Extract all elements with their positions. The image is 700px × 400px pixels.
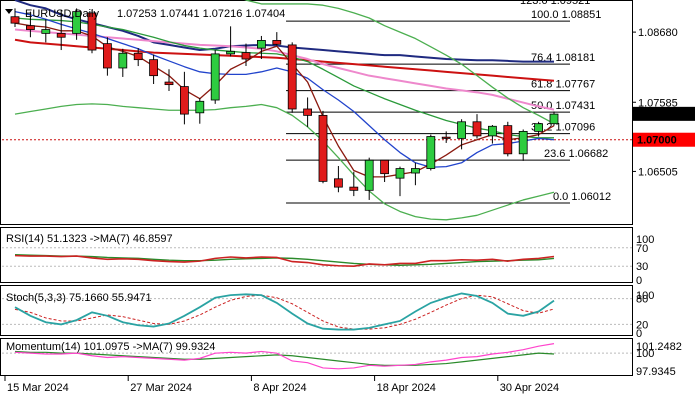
bullish-candle [195, 100, 205, 114]
rsi-ma-line [14, 254, 555, 266]
indicator-tick-label: 0 [636, 328, 642, 340]
date-axis: 15 Mar 2024 27 Mar 2024 8 Apr 2024 18 Apr 2… [4, 376, 559, 394]
rsi-panel-frame [0, 227, 633, 283]
bearish-candle [103, 43, 112, 69]
current-price-label: 1.07404 [637, 109, 678, 121]
price-tick-label: 1.07585 [638, 97, 678, 109]
date-tick-label: 8 Apr 2024 [253, 382, 306, 394]
rsi-title: RSI(14) 51.1323 ->MA(7) 46.8597 [6, 233, 173, 245]
level-price-box [633, 132, 695, 147]
momentum-ma-line [14, 350, 555, 366]
bullish-candle [226, 50, 236, 55]
indicator-tick-label: 100 [636, 290, 654, 302]
bearish-candle [472, 121, 482, 137]
indicator-tick-label: 0 [636, 275, 642, 287]
candlesticks [10, 8, 559, 200]
price-tick-label: 1.06505 [638, 166, 678, 178]
bearish-candle [164, 81, 174, 86]
rsi-line [14, 254, 555, 268]
indicator-tick-label: 100 [636, 348, 654, 360]
bearish-candle [272, 40, 282, 45]
bearish-candle [349, 186, 359, 191]
bearish-candle [133, 52, 143, 61]
date-tick-label: 18 Apr 2024 [377, 382, 436, 394]
momentum-panel-frame [0, 338, 633, 376]
symbol-label: EURUSD,Daily [25, 8, 99, 20]
blue_ma-line [14, 10, 555, 168]
bearish-candle [503, 125, 513, 155]
moving-average-lines [14, 0, 555, 221]
date-tick-label: 15 Mar 2024 [7, 382, 69, 394]
bearish-candle [10, 16, 20, 24]
indicator-tick-label: 97.9345 [636, 366, 676, 378]
bearish-candle [179, 86, 189, 115]
bearish-candle [287, 44, 297, 110]
momentum-title: Momentum(14) 101.0975 ->MA(7) 99.9324 [6, 341, 215, 353]
stoch-title: Stoch(5,3,3) 75.1660 55.9471 [6, 292, 152, 304]
bullish-candle [118, 52, 128, 69]
indicator-tick-label: 80 [636, 294, 648, 306]
bb-line [14, 103, 555, 221]
bearish-candle [380, 159, 390, 175]
stoch-main-line [14, 292, 555, 331]
price-panel-frame [0, 0, 633, 225]
fib-level-label: 23.6 1.06682 [544, 148, 608, 160]
bearish-candle [318, 114, 328, 182]
bullish-candle [364, 159, 374, 191]
collapse-arrow-icon[interactable] [5, 9, 13, 14]
fib-level-label: 0.0 1.06012 [553, 191, 611, 203]
bullish-candle [41, 29, 51, 34]
ohlc-values: 1.07253 1.07441 1.07216 1.07404 [117, 8, 285, 20]
bullish-candle [487, 125, 497, 137]
date-tick-label: 27 Mar 2024 [130, 382, 192, 394]
bearish-candle [149, 59, 159, 77]
bullish-candle [72, 11, 81, 34]
bullish-candle [534, 123, 543, 132]
bullish-candle [210, 53, 220, 101]
price-tick-label: 1.08680 [638, 27, 678, 39]
indicator-tick-label: 101.2482 [636, 341, 682, 353]
date-tick-label: 30 Apr 2024 [500, 382, 559, 394]
current-price-box [633, 106, 695, 121]
level-price-label: 1.07000 [637, 135, 677, 147]
bearish-candle [303, 108, 313, 116]
fib-level-label: 123.6 1.09521 [520, 0, 590, 7]
fib-level-label: 100.0 1.08851 [531, 9, 601, 21]
bullish-candle [410, 168, 420, 174]
bearish-candle [441, 136, 451, 139]
bearish-candle [56, 32, 66, 38]
bullish-candle [256, 40, 266, 49]
momentum-line [14, 343, 555, 370]
bearish-candle [241, 52, 251, 60]
indicator-tick-label: 100 [636, 234, 654, 246]
price-axis: 1.08680 1.07585 1.06505 1.07404 1.07000 [632, 27, 695, 178]
bearish-candle [25, 25, 35, 30]
bullish-candle [457, 121, 467, 139]
fib-level-label: 61.8 1.07767 [531, 79, 595, 91]
bearish-candle [87, 12, 97, 51]
indicator-tick-label: 20 [636, 319, 648, 331]
indicator-tick-label: 30 [636, 261, 648, 273]
bullish-candle [426, 136, 436, 169]
bb-line [244, 0, 555, 125]
bullish-candle [549, 113, 559, 125]
stoch-panel-frame [0, 285, 633, 336]
indicator-tick-label: 70 [636, 243, 648, 255]
bullish-candle [518, 130, 528, 155]
bearish-candle [333, 178, 343, 188]
fib-level-label: 38.2 1.07096 [531, 122, 595, 134]
bullish-candle [395, 168, 405, 179]
